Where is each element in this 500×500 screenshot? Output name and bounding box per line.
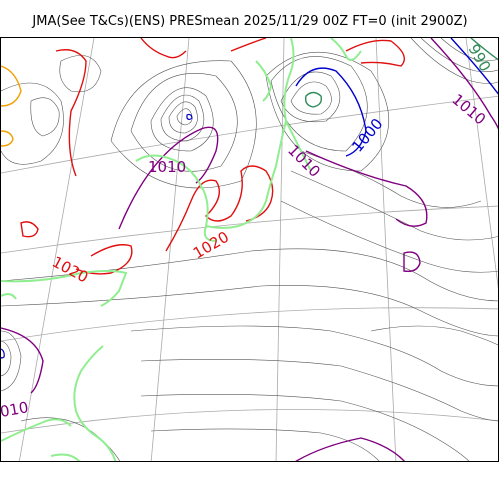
isobar	[300, 150, 482, 208]
isobar	[160, 94, 205, 142]
longitude-line	[150, 38, 190, 461]
isobar	[270, 56, 368, 152]
isobars-major	[1, 38, 498, 461]
isobar	[30, 97, 60, 137]
pressure-map: 1010 1020 1020 1010 1000 990 1010 010	[0, 37, 499, 462]
low-center-mark	[186, 113, 193, 121]
coastline	[135, 154, 217, 242]
latitude-line	[1, 409, 498, 434]
isobar-1010-center	[305, 150, 428, 227]
isobar	[280, 71, 341, 123]
isobar-1020-center	[165, 165, 274, 252]
isobar-1010-cell	[403, 251, 421, 273]
isobar-1020-north	[140, 38, 187, 59]
isobar	[420, 38, 498, 72]
longitude-line	[465, 38, 498, 289]
isobar-1020-cell	[20, 221, 39, 238]
pressure-centers	[1, 113, 193, 359]
contour-label: 1010	[148, 158, 186, 176]
isobar-1020-west	[55, 49, 87, 177]
isobar	[280, 200, 498, 273]
isobar	[168, 101, 198, 134]
isobar-990-low	[304, 91, 323, 108]
isobar-1020-northeast	[345, 39, 405, 67]
low-center-mark	[1, 348, 5, 359]
isobars-thin	[1, 38, 498, 461]
isobar	[290, 170, 498, 241]
contour-label: 010	[1, 398, 30, 421]
coastline	[1, 293, 17, 300]
coastline	[50, 453, 81, 461]
isobar-1030-west-2	[1, 130, 14, 147]
isobar	[410, 38, 498, 84]
isobar	[150, 87, 214, 152]
isobar-1000-northeast	[450, 38, 498, 95]
isobar	[130, 73, 238, 172]
isobar	[140, 359, 498, 422]
isobar	[1, 340, 12, 377]
coastline	[330, 38, 362, 61]
contour-label: 1020	[49, 253, 91, 287]
isobar	[370, 325, 498, 346]
isobar-990-northeast	[470, 38, 498, 61]
isobar	[265, 51, 390, 172]
coastline	[73, 345, 117, 461]
longitude-line	[375, 38, 397, 461]
coastline	[285, 120, 312, 172]
coastline	[1, 270, 128, 307]
contour-label: 1020	[190, 228, 232, 263]
isobar-1000	[295, 67, 367, 157]
latitude-line	[1, 307, 498, 342]
isobar-1010-southwest	[1, 327, 44, 394]
isobar	[290, 81, 332, 115]
isobar	[59, 55, 102, 93]
isobar-1030-west	[1, 65, 22, 107]
isobar-1010-west	[118, 126, 219, 230]
longitude-line	[18, 38, 95, 461]
isobar	[110, 60, 257, 189]
isobar	[1, 284, 498, 337]
isobar	[140, 394, 470, 461]
pressure-map-svg: 1010 1020 1020 1010 1000 990 1010 010	[1, 38, 498, 461]
coastline	[1, 418, 72, 442]
latitude-line	[1, 95, 498, 174]
contour-label: 1010	[448, 90, 489, 128]
graticule	[1, 38, 498, 461]
coastlines	[1, 38, 362, 461]
coastline	[205, 38, 295, 229]
isobar	[150, 428, 380, 461]
latitude-line	[1, 205, 498, 254]
isobar-1020-southwest	[75, 244, 133, 275]
isobar-1010-northeast	[430, 38, 498, 130]
isobar	[1, 82, 64, 165]
longitude-line	[275, 38, 285, 461]
isobar	[130, 325, 498, 387]
isobar	[176, 108, 193, 126]
isobar	[440, 38, 498, 62]
isobar-1010-south	[295, 437, 406, 461]
isobar	[1, 330, 22, 392]
isobar-1020-north-2	[230, 38, 267, 52]
map-title: JMA(See T&Cs)(ENS) PRESmean 2025/11/29 0…	[32, 14, 468, 29]
coastline	[255, 60, 273, 102]
contour-label: 1010	[284, 141, 324, 181]
